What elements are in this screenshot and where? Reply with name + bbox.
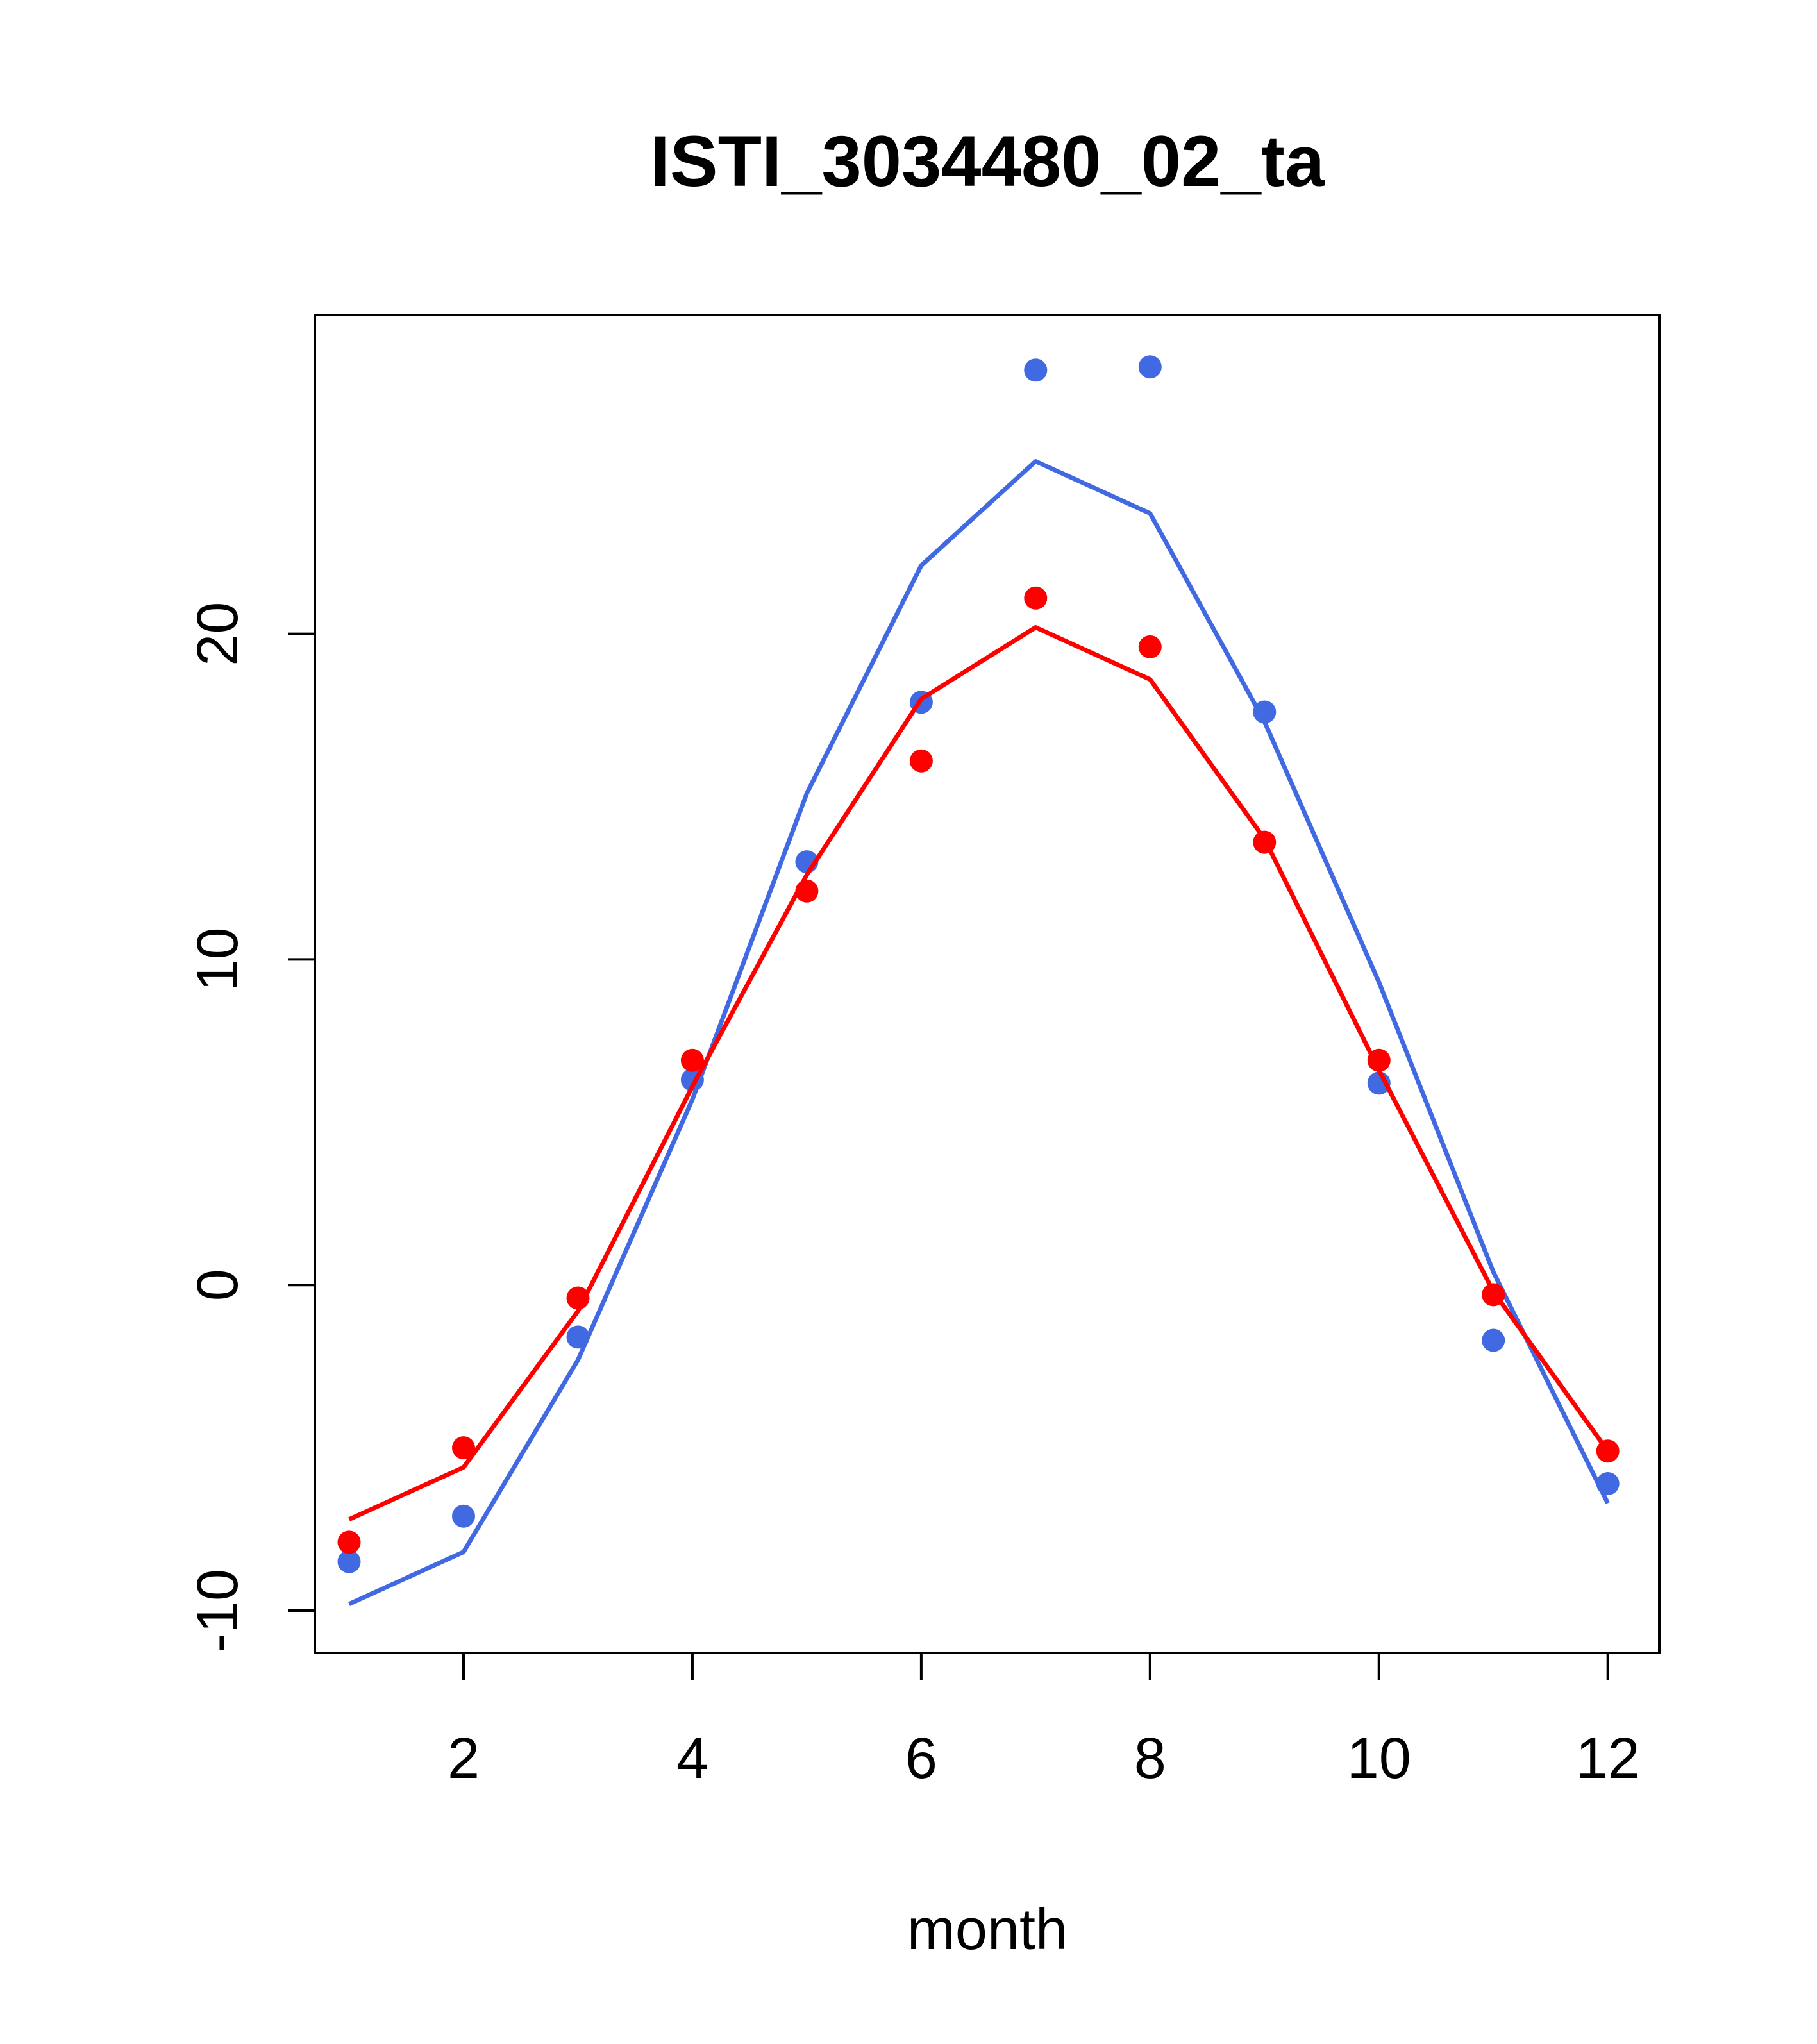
y-tick-label: 10 [186, 927, 250, 991]
x-axis-label: month [907, 1898, 1068, 1962]
series-2-point [909, 749, 933, 773]
x-tick-label: 4 [676, 1727, 708, 1791]
x-axis: 2 4 6 8 10 12 [448, 1653, 1640, 1791]
series-1-line [348, 459, 1610, 1606]
series-1-point [566, 1325, 590, 1349]
plot-frame [314, 314, 1661, 1654]
series-1-point [1253, 700, 1277, 724]
y-axis: -10 0 10 20 [186, 602, 315, 1652]
series-2-point [680, 1048, 704, 1072]
series-1-point [337, 1550, 361, 1573]
y-tick-label: 20 [186, 602, 250, 666]
x-tick-label: 8 [1134, 1727, 1166, 1791]
series-1-point [452, 1504, 475, 1528]
y-tick-label: -10 [186, 1569, 250, 1652]
chart-title: ISTI_3034480_02_ta [650, 121, 1325, 201]
series-2-point [1138, 635, 1162, 658]
x-tick-label: 6 [905, 1727, 937, 1791]
y-tick-label: 0 [186, 1269, 250, 1301]
series-2-point [452, 1436, 475, 1460]
series-1-point [1596, 1472, 1620, 1495]
x-tick-label: 2 [448, 1727, 480, 1791]
plot-area [337, 355, 1620, 1606]
series-2-line [348, 625, 1610, 1521]
series-2-point [1024, 586, 1048, 610]
series-2-point [1253, 830, 1277, 854]
series-1-point [1024, 358, 1048, 382]
series-2-point [1596, 1439, 1620, 1463]
series-2-point [795, 879, 819, 903]
series-2-point [337, 1530, 361, 1554]
series-1-point [1138, 355, 1162, 379]
x-tick-label: 12 [1576, 1727, 1640, 1791]
x-tick-label: 10 [1347, 1727, 1411, 1791]
series-2-point [566, 1286, 590, 1310]
series-2-point [1367, 1048, 1391, 1072]
series-1-point [1482, 1328, 1505, 1352]
series-2-point [1482, 1283, 1505, 1307]
